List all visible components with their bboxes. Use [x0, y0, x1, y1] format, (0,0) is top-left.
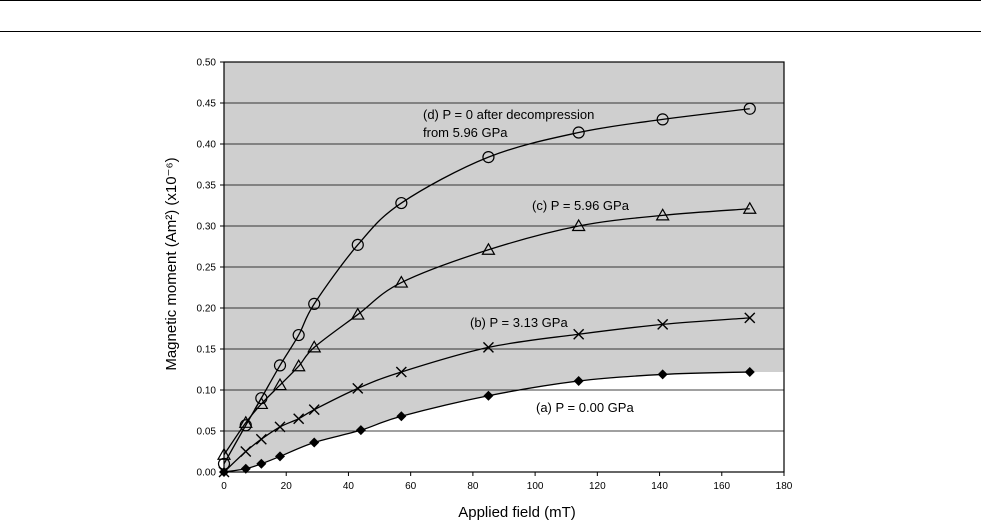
data-point-circle: [273, 359, 287, 372]
y-tick-label: 0.25: [197, 263, 217, 274]
data-point-diamond: [657, 369, 668, 380]
x-tick-label: 60: [405, 481, 417, 492]
y-tick-label: 0.30: [197, 222, 217, 233]
data-point-cross: [274, 421, 286, 433]
y-tick-label: 0.20: [197, 304, 217, 315]
data-point-diamond: [355, 425, 366, 436]
series-label-c: (c) P = 5.96 GPa: [532, 198, 630, 213]
x-axis-title: Applied field (mT): [458, 504, 576, 521]
data-point-circle: [351, 238, 364, 251]
data-point-triangle: [307, 340, 322, 353]
data-point-diamond: [275, 451, 285, 462]
data-point-diamond: [573, 375, 584, 386]
x-tick-label: 20: [281, 481, 293, 492]
data-point-cross: [308, 404, 320, 416]
data-point-cross: [293, 413, 305, 425]
x-tick-label: 40: [343, 481, 355, 492]
data-point-cross: [352, 382, 364, 394]
series-label-b: (b) P = 3.13 GPa: [470, 315, 568, 330]
y-tick-label: 0.10: [197, 386, 217, 397]
x-tick-label: 100: [527, 481, 544, 492]
data-point-circle: [217, 457, 231, 470]
data-point-circle: [572, 126, 585, 139]
data-point-triangle: [571, 218, 586, 232]
data-point-circle: [308, 297, 321, 310]
series-label-d: (d) P = 0 after decompression: [423, 107, 594, 122]
data-point-circle: [656, 113, 669, 126]
data-point-cross: [255, 433, 267, 445]
data-point-triangle: [291, 359, 306, 372]
x-tick-label: 120: [589, 481, 606, 492]
data-point-diamond: [256, 458, 267, 469]
data-point-diamond: [396, 411, 407, 422]
data-point-cross: [240, 446, 252, 457]
plot-background-lower-region: [224, 371, 784, 472]
data-point-cross: [744, 312, 756, 324]
header-rule: [0, 31, 981, 32]
data-point-cross: [657, 318, 669, 330]
data-point-triangle: [350, 307, 365, 320]
data-point-circle: [395, 196, 408, 210]
y-tick-label: 0.15: [197, 345, 217, 356]
data-point-cross: [573, 328, 585, 340]
data-point-diamond: [309, 437, 320, 448]
y-tick-label: 0.35: [197, 181, 217, 192]
data-point-triangle: [481, 242, 496, 255]
data-point-diamond: [483, 390, 494, 401]
data-point-triangle: [655, 208, 670, 221]
data-point-diamond: [240, 463, 251, 474]
data-point-triangle: [238, 415, 253, 428]
data-point-cross: [395, 366, 407, 378]
data-point-circle: [292, 328, 305, 342]
series-label-d: from 5.96 GPa: [423, 125, 508, 140]
data-point-triangle: [216, 447, 232, 460]
y-tick-label: 0.05: [197, 427, 217, 438]
data-point-diamond: [744, 366, 755, 377]
y-tick-label: 0.50: [197, 58, 217, 69]
x-tick-label: 160: [713, 481, 730, 492]
x-tick-label: 80: [467, 481, 479, 492]
data-point-circle: [482, 151, 495, 164]
x-tick-label: 180: [776, 481, 793, 492]
data-point-circle: [743, 102, 756, 115]
x-tick-label: 0: [221, 481, 227, 492]
series-label-a: (a) P = 0.00 GPa: [536, 400, 634, 415]
x-tick-label: 140: [651, 481, 668, 492]
data-point-triangle: [272, 377, 288, 391]
y-tick-label: 0.40: [197, 140, 217, 151]
top-rule: [0, 0, 981, 1]
data-point-circle: [239, 419, 252, 432]
data-point-circle: [255, 392, 268, 405]
data-point-triangle: [394, 275, 409, 288]
data-point-cross: [482, 341, 494, 353]
y-tick-label: 0.00: [197, 468, 217, 479]
y-axis-title: Magnetic moment (Am²) (x10⁻⁶): [163, 157, 180, 370]
y-tick-label: 0.45: [197, 99, 217, 110]
data-point-triangle: [742, 201, 757, 214]
